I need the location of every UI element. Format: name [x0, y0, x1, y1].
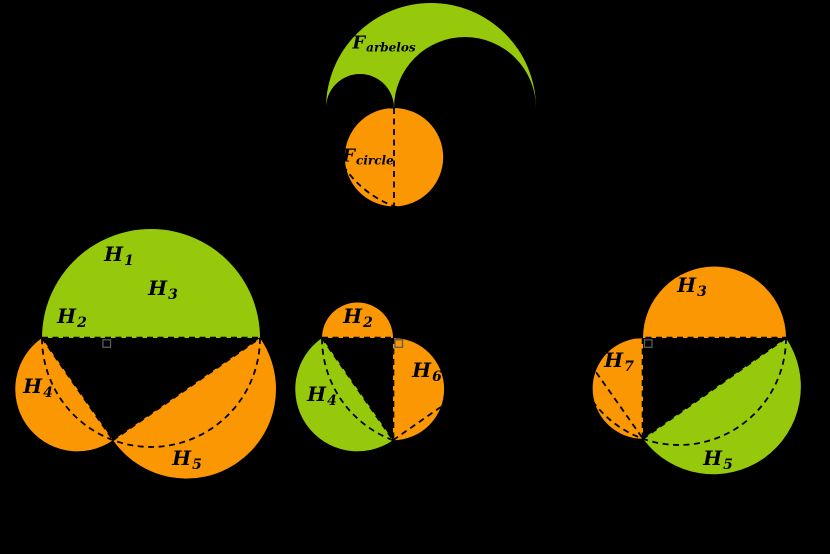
label-sub: 3: [697, 283, 707, 300]
label-h4-left: H4: [23, 376, 53, 400]
full-circle-lower-dashed-arc: [571, 337, 787, 446]
inscribed-circle-shape: [344, 108, 444, 207]
label-h2-left: H2: [57, 306, 87, 330]
label-sub: 2: [77, 314, 87, 331]
label-sub: 7: [624, 358, 634, 375]
chord-pb-dashed-line: [392, 337, 541, 441]
label-h4-middle: H4: [307, 384, 337, 408]
label-h2-middle: H2: [343, 306, 373, 330]
label-sub: 1: [124, 252, 134, 269]
half-disc-h2: [322, 302, 393, 338]
hypotenuse-dashed-line: [642, 337, 787, 440]
label-sub: 2: [363, 314, 373, 331]
label-main: H: [104, 242, 124, 267]
figure-arbelos-vs-circle: [325, 3, 537, 214]
label-sub: 5: [723, 456, 733, 473]
label-main: F: [342, 145, 356, 167]
label-main: H: [57, 304, 77, 329]
label-h7-right: H7: [604, 350, 634, 374]
label-main: H: [703, 446, 723, 471]
label-sub: 6: [432, 368, 442, 385]
label-main: H: [23, 374, 43, 399]
label-h6-middle: H6: [412, 360, 442, 384]
label-main: H: [148, 276, 168, 301]
half-disc-h4: [15, 338, 114, 452]
label-main: H: [172, 446, 192, 471]
half-disc-h3: [643, 266, 786, 338]
label-main: H: [307, 382, 327, 407]
label-sub: 5: [192, 456, 202, 473]
label-main: F: [352, 32, 366, 54]
label-sub: 4: [327, 392, 337, 409]
half-disc-h5: [113, 338, 276, 479]
label-sub: 4: [43, 384, 53, 401]
arbelos-shape: [326, 3, 536, 108]
figure-left-decomposition: [15, 229, 276, 479]
big-semicircle-h1-h2-h3: [42, 229, 260, 338]
label-main: H: [343, 304, 363, 329]
right-angle-marker: [394, 339, 404, 348]
label-f-arbelos: Farbelos: [352, 32, 416, 55]
label-main: H: [677, 273, 697, 298]
figure-middle-decomposition: [295, 302, 541, 452]
right-angle-marker: [102, 339, 112, 348]
full-circle-lower-dashed-arc: [41, 337, 261, 448]
half-disc-h4-green: [295, 338, 393, 452]
label-sub: arbelos: [366, 40, 416, 55]
right-angle-marker: [643, 339, 653, 348]
label-main: H: [412, 358, 432, 383]
label-sub: 3: [168, 286, 178, 303]
half-disc-h5-green: [643, 338, 801, 475]
label-main: H: [604, 348, 624, 373]
label-sub: circle: [356, 153, 394, 168]
chord-pb-dashed-line: [112, 337, 261, 441]
label-h3-left: H3: [148, 278, 178, 302]
label-f-circle: Fcircle: [342, 145, 394, 168]
label-h1-left: H1: [104, 244, 134, 268]
full-circle-lower-dashed-arc: [321, 337, 541, 448]
label-h3-right: H3: [677, 275, 707, 299]
label-h5-left: H5: [172, 448, 202, 472]
label-h5-right: H5: [703, 448, 733, 472]
figure-right-decomposition: [571, 266, 801, 475]
half-disc-h7: [592, 338, 643, 439]
